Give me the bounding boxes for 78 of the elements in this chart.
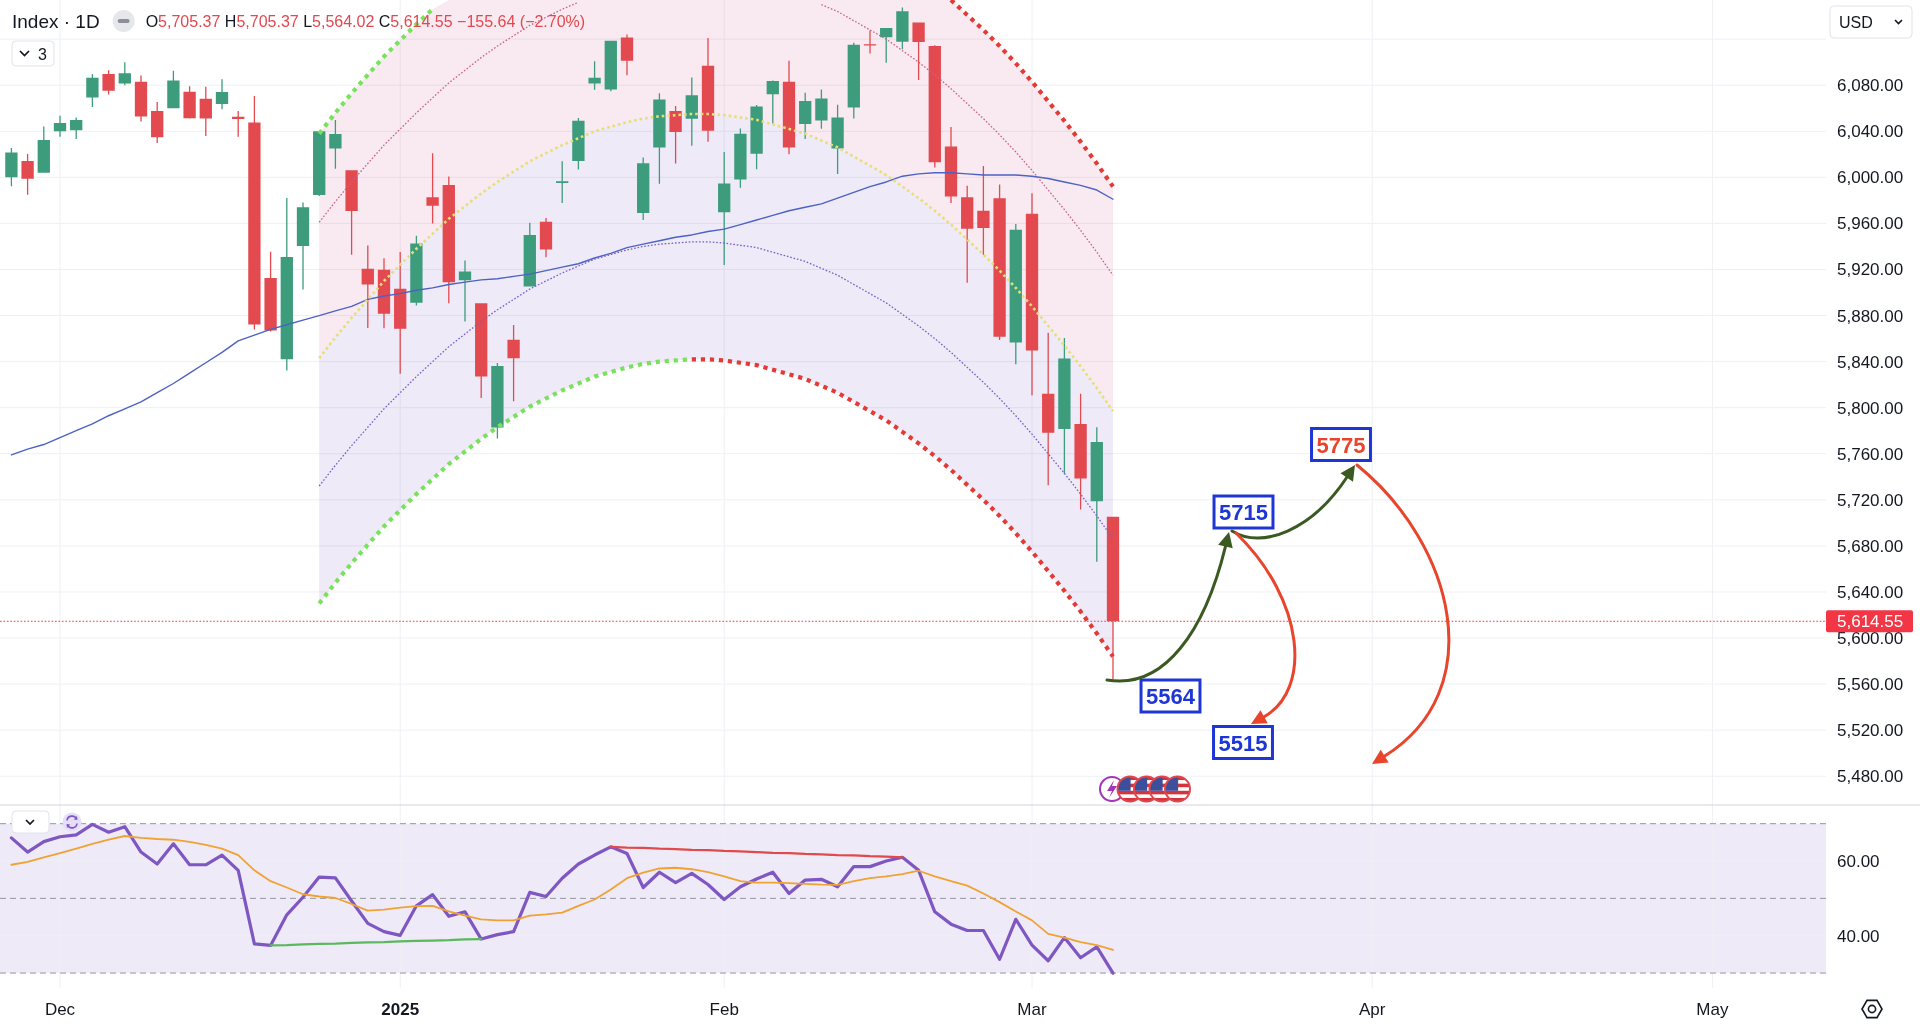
line-series — [689, 357, 1116, 659]
line-series — [609, 845, 904, 859]
candlestick — [296, 202, 310, 290]
x-tick-label: Dec — [44, 1000, 76, 1019]
annotation: 5564 — [1146, 684, 1196, 709]
candlestick — [572, 118, 585, 170]
y-tick-label: 5,840.00 — [1837, 352, 1904, 372]
line-series — [318, 241, 1114, 540]
candlestick — [215, 79, 229, 110]
y-tick-label: 5,600.00 — [1837, 629, 1904, 649]
x-tick-label: Apr — [1358, 1000, 1386, 1019]
y-tick-label: 5,880.00 — [1837, 306, 1904, 326]
x-tick-label: Mar — [1017, 1000, 1047, 1019]
text: Index · 1D — [12, 11, 100, 32]
candlestick — [102, 70, 115, 95]
line-series — [10, 172, 1114, 456]
candlestick — [1074, 393, 1087, 510]
text: O5,705.37 H5,705.37 L5,564.02 C5,614.55 −155.64 (−2.70%) — [145, 13, 586, 30]
candlestick — [653, 93, 666, 184]
candlestick — [118, 62, 131, 86]
candlestick — [248, 95, 261, 330]
y-tick-label: 40.00 — [1837, 926, 1880, 946]
candlestick — [701, 38, 715, 142]
candlestick — [1058, 337, 1071, 475]
y-tick-label: 5,960.00 — [1837, 214, 1904, 234]
annotation: 3 — [38, 46, 47, 63]
candlestick — [815, 89, 828, 129]
candlestick — [912, 22, 925, 80]
candlestick — [426, 153, 439, 224]
text: USD — [1839, 14, 1873, 31]
y-tick-label: 5,520.00 — [1837, 721, 1904, 741]
candlestick — [750, 104, 763, 170]
y-tick-label: 5,480.00 — [1837, 767, 1904, 787]
x-tick-label: 2025 — [381, 1000, 420, 1019]
candlestick — [458, 260, 472, 322]
y-tick-label: 5,800.00 — [1837, 398, 1904, 418]
candlestick — [993, 184, 1006, 340]
line-series — [948, 0, 1116, 189]
candlestick — [167, 70, 180, 109]
candlestick — [588, 61, 601, 90]
x-tick-label: May — [1696, 1000, 1729, 1019]
candlestick — [539, 218, 553, 258]
candlestick — [53, 115, 67, 137]
candlestick — [977, 166, 990, 255]
candlestick — [410, 235, 423, 306]
y-tick-label: 5,720.00 — [1837, 490, 1904, 510]
candlestick — [863, 30, 877, 54]
y-tick-label: 6,040.00 — [1837, 122, 1904, 142]
candlestick — [831, 104, 844, 174]
y-tick-label: 5,640.00 — [1837, 582, 1904, 602]
candlestick — [5, 148, 18, 187]
y-tick-label: 5,760.00 — [1837, 444, 1904, 464]
y-tick-label: 5,920.00 — [1837, 260, 1904, 280]
candlestick — [1106, 516, 1120, 680]
ref-line-label: 5,614.55 — [1837, 612, 1904, 632]
x-tick-label: Feb — [709, 1000, 739, 1019]
candlestick — [21, 154, 34, 195]
line-series — [10, 835, 1114, 951]
candlestick — [86, 73, 99, 107]
candlestick — [329, 120, 342, 169]
candlestick — [491, 363, 504, 439]
candlestick — [183, 86, 196, 119]
y-tick-label: 5,680.00 — [1837, 536, 1904, 556]
y-tick-label: 6,000.00 — [1837, 168, 1904, 188]
y-tick-label: 6,080.00 — [1837, 76, 1904, 96]
candlestick — [264, 251, 277, 332]
line-series — [317, 112, 1115, 413]
annotation: 5715 — [1219, 500, 1268, 525]
candlestick — [620, 34, 634, 76]
line-series — [9, 822, 1115, 975]
y-tick-label: 5,560.00 — [1837, 675, 1904, 695]
candlestick — [734, 128, 747, 188]
annotation: 5775 — [1316, 432, 1366, 458]
y-tick-label: 60.00 — [1837, 852, 1880, 872]
candlestick — [345, 170, 358, 255]
candlestick — [896, 7, 909, 50]
line-series — [269, 937, 483, 947]
annotation: 5515 — [1218, 730, 1268, 756]
